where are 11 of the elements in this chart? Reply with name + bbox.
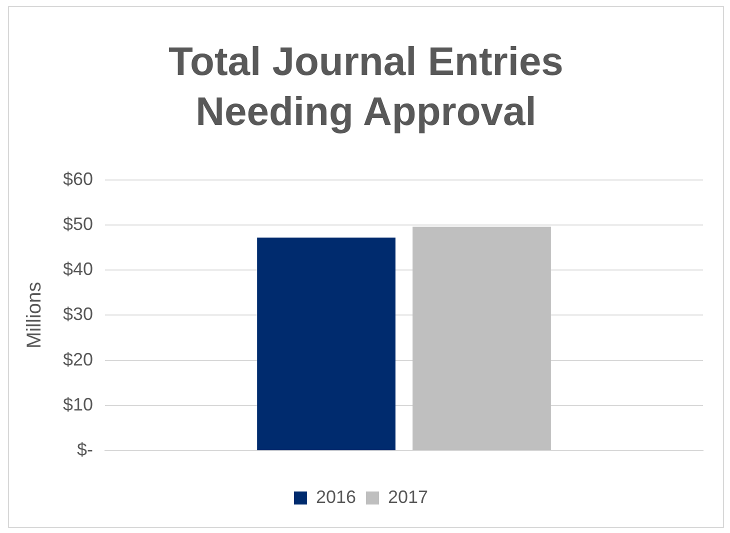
- y-axis-title: Millions: [24, 282, 46, 349]
- y-tick-label: $-: [77, 440, 94, 460]
- legend-label: 2016: [316, 486, 356, 507]
- y-tick-label: $10: [62, 394, 94, 414]
- y-tick-label: $20: [62, 349, 94, 370]
- y-tick-label: $30: [62, 304, 94, 324]
- y-tick-label: $40: [62, 259, 94, 280]
- y-tick-label: $60: [62, 168, 94, 189]
- chart-title: Total Journal Entries Needing Approval: [168, 39, 564, 136]
- legend-label: 2017: [388, 486, 428, 507]
- y-tick-label: $50: [62, 214, 94, 234]
